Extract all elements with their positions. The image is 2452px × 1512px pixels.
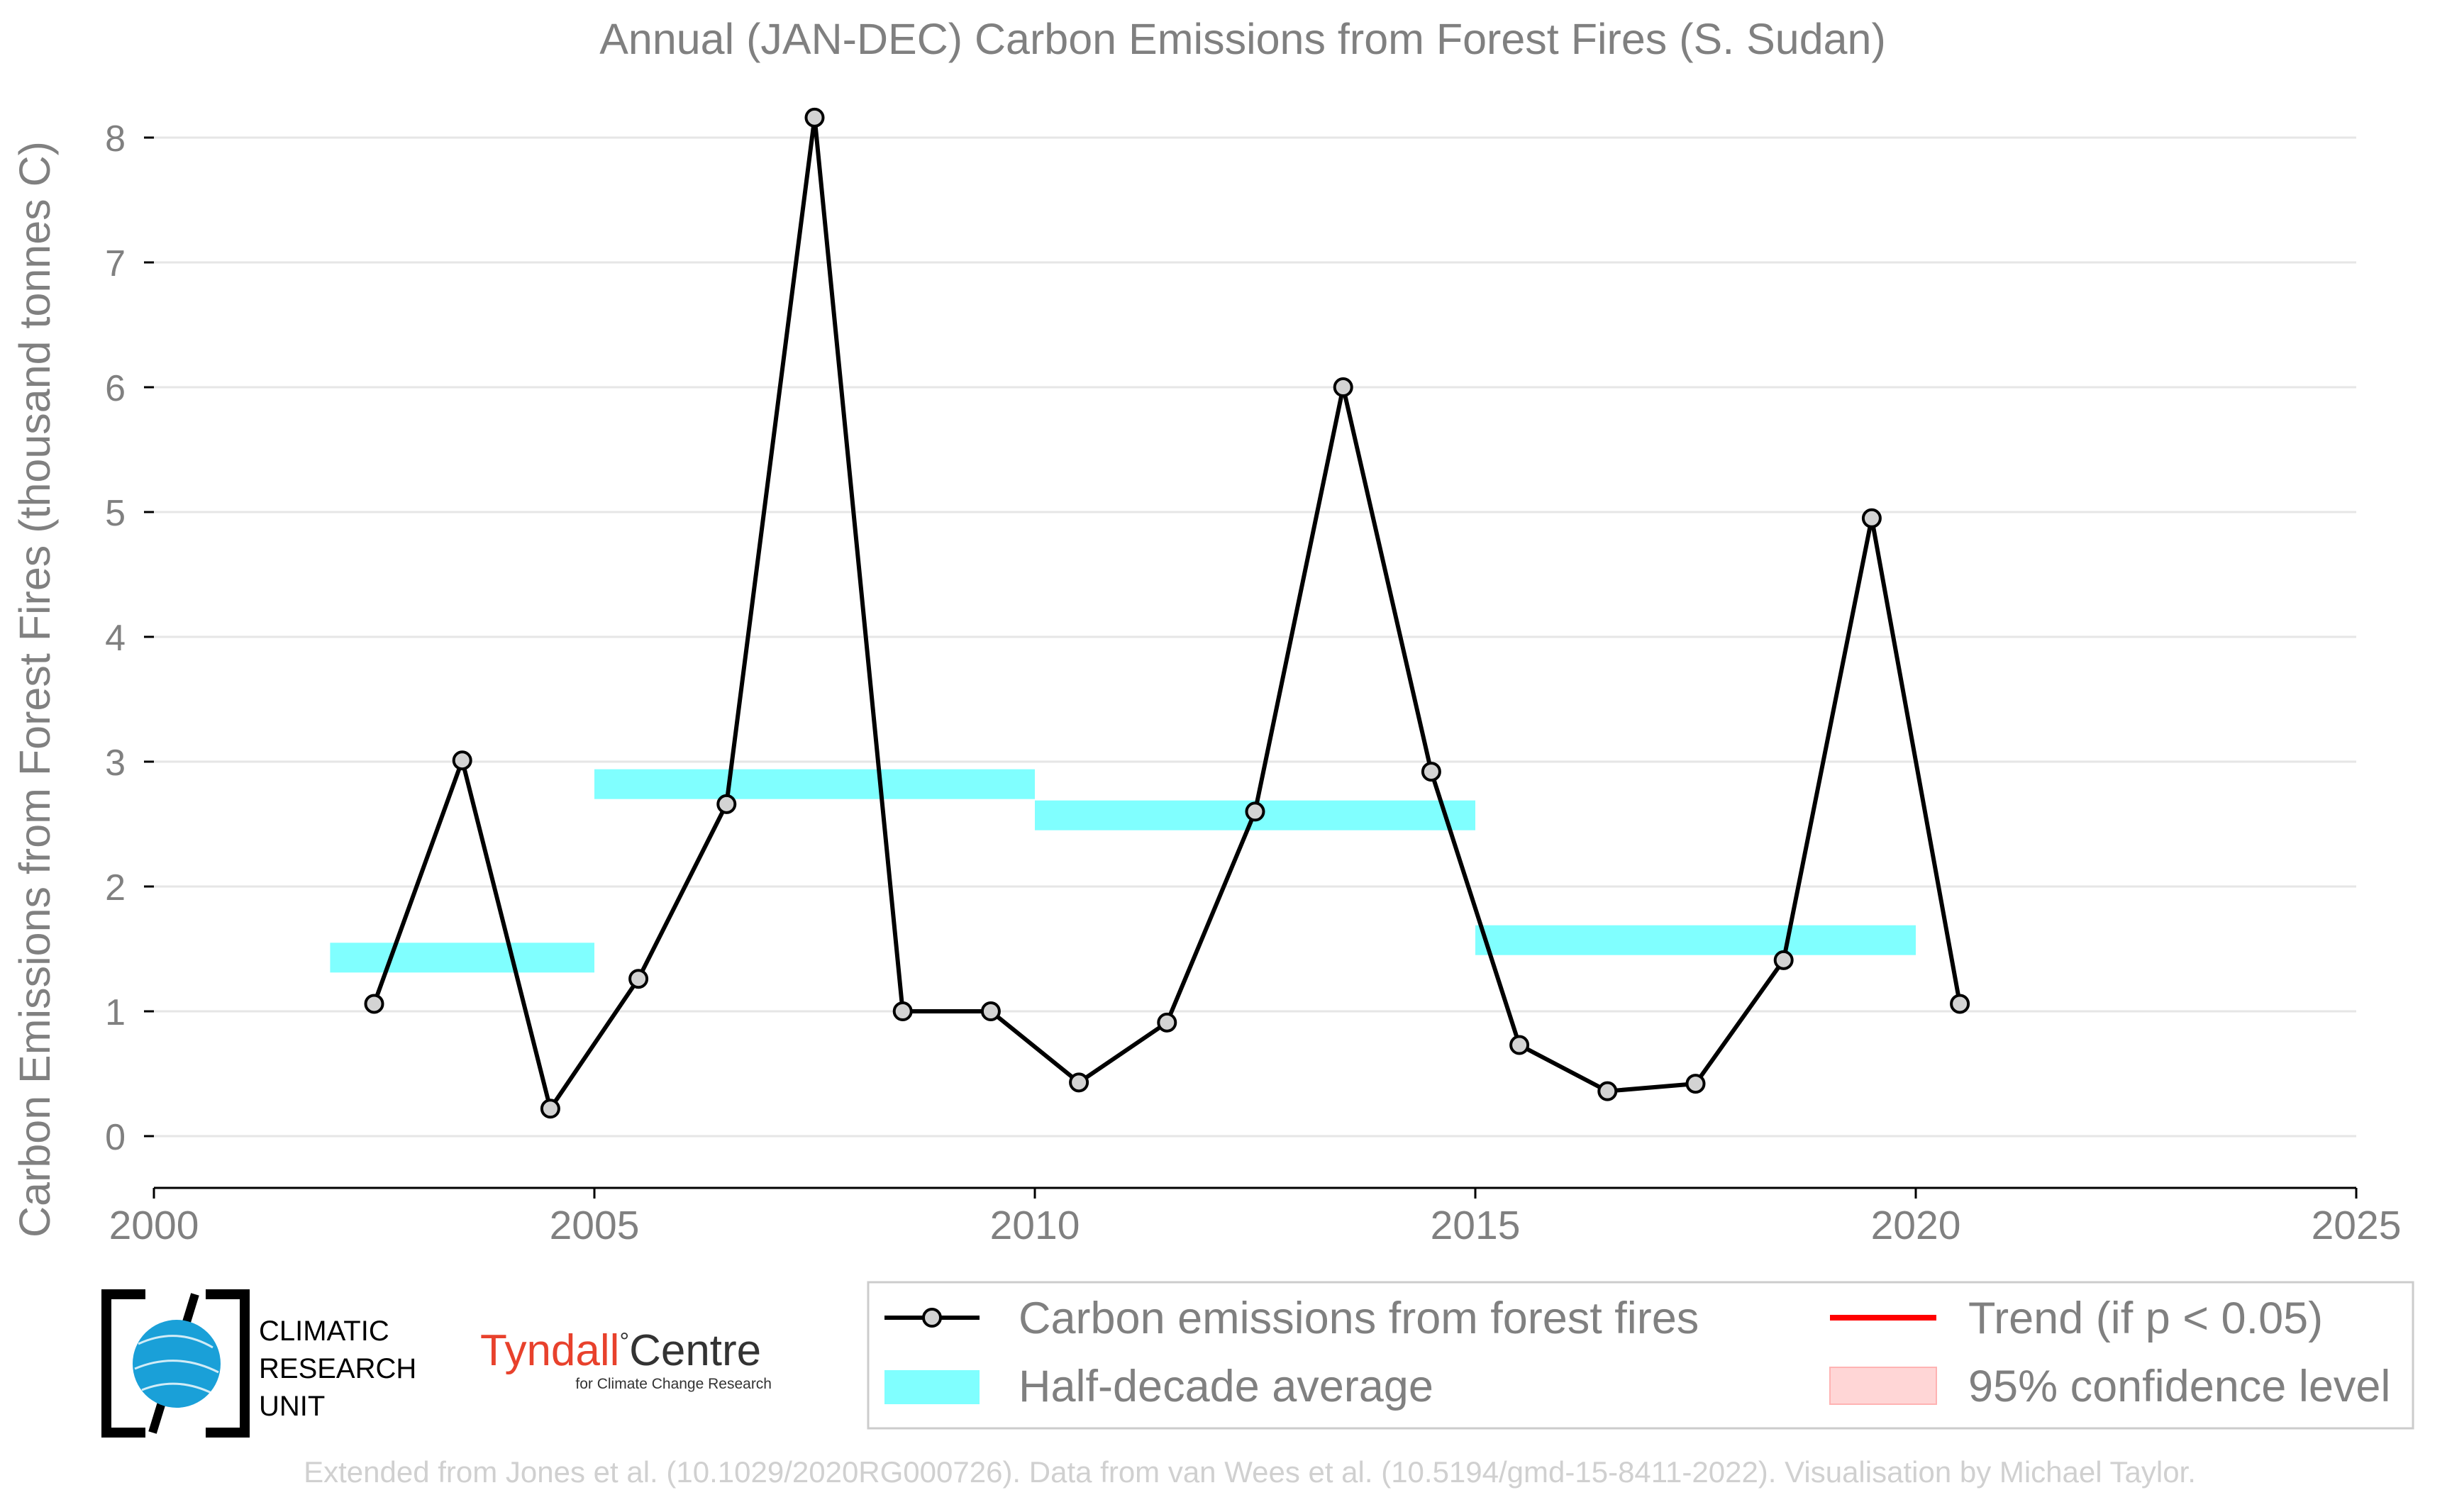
- cru-bracket-left-icon: [101, 1289, 145, 1438]
- cru-logo: CLIMATIC RESEARCH UNIT: [101, 1289, 416, 1438]
- y-tick-label: 8: [105, 118, 126, 160]
- data-point-2010: [1069, 1072, 1089, 1093]
- data-point-2014: [1421, 762, 1441, 782]
- legend-emissions-label: Carbon emissions from forest fires: [1019, 1294, 1699, 1343]
- x-tick-label: 2025: [2312, 1203, 2402, 1248]
- credit-line: Extended from Jones et al. (10.1029/2020…: [304, 1455, 2196, 1489]
- data-point-2008: [892, 1001, 913, 1021]
- x-tick-label: 2010: [990, 1203, 1080, 1248]
- x-tick-label: 2020: [1871, 1203, 1961, 1248]
- data-point-2019: [1861, 508, 1882, 528]
- data-point-2020: [1950, 994, 1970, 1014]
- globe-lines-icon: [134, 1335, 219, 1395]
- y-tick-label: 3: [105, 743, 126, 784]
- emissions-line: [372, 115, 1963, 1111]
- emissions-points: [364, 107, 1970, 1119]
- data-point-2015: [1509, 1035, 1530, 1055]
- tyndall-logo: Tyndall°Centre for Climate Change Resear…: [480, 1326, 772, 1392]
- data-point-2004: [540, 1099, 560, 1119]
- y-tick-label: 5: [105, 493, 126, 534]
- x-tick-label: 2015: [1431, 1203, 1521, 1248]
- y-tick-label: 7: [105, 243, 126, 284]
- y-tick-label: 1: [105, 992, 126, 1033]
- tyndall-degree: °: [619, 1328, 629, 1355]
- data-point-2006: [716, 794, 737, 814]
- legend-confidence-swatch: [1829, 1367, 1937, 1405]
- tyndall-wordmark: Tyndall°Centre: [480, 1326, 761, 1375]
- half-decade-band-2002: [330, 943, 594, 973]
- grid: [154, 136, 2356, 1138]
- half-decade-average-bands: [330, 769, 1916, 973]
- y-tick-label: 0: [105, 1117, 126, 1158]
- tyndall-subtitle: for Climate Change Research: [575, 1376, 772, 1392]
- legend-confidence-label: 95% confidence level: [1968, 1362, 2390, 1411]
- chart-title: Annual (JAN-DEC) Carbon Emissions from F…: [599, 15, 1886, 63]
- legend-marker-swatch: [922, 1308, 942, 1328]
- data-point-2009: [980, 1001, 1001, 1021]
- data-point-2005: [628, 969, 649, 989]
- tyndall-name: Tyndall: [480, 1326, 619, 1375]
- data-point-2003: [452, 750, 472, 771]
- data-point-2017: [1685, 1074, 1706, 1094]
- tyndall-centre: Centre: [629, 1326, 761, 1375]
- y-tick-label: 4: [105, 618, 126, 659]
- cru-line-1: CLIMATIC: [259, 1316, 389, 1347]
- y-axis-label: Carbon Emissions from Forest Fires (thou…: [11, 141, 59, 1238]
- cru-line-2: RESEARCH: [259, 1353, 416, 1384]
- legend: Carbon emissions from forest fires Half-…: [867, 1281, 2414, 1430]
- data-point-2013: [1333, 377, 1353, 397]
- data-point-2011: [1157, 1012, 1177, 1033]
- x-tick-label: 2005: [550, 1203, 640, 1248]
- y-tick-label: 6: [105, 368, 126, 409]
- legend-trend-label: Trend (if p < 0.05): [1968, 1294, 2323, 1343]
- legend-frame: [867, 1281, 2414, 1430]
- cru-bracket-right-icon: [206, 1289, 250, 1438]
- data-point-2016: [1597, 1081, 1618, 1101]
- legend-band-swatch: [884, 1370, 980, 1404]
- data-point-2018: [1773, 950, 1794, 970]
- x-ticks: 2000 2005 2010 2015 2020 2025: [109, 1188, 2402, 1248]
- y-ticks: 0 1 2 3 4 5 6 7 8: [105, 118, 154, 1158]
- half-decade-band-2005: [594, 769, 1035, 799]
- x-tick-label: 2000: [109, 1203, 199, 1248]
- half-decade-band-2015: [1475, 925, 1916, 955]
- y-tick-label: 2: [105, 867, 126, 908]
- legend-average-label: Half-decade average: [1019, 1362, 1433, 1411]
- data-point-2002: [364, 994, 384, 1014]
- cru-line-3: UNIT: [259, 1391, 325, 1422]
- data-point-2007: [804, 107, 825, 128]
- data-point-2012: [1245, 801, 1265, 822]
